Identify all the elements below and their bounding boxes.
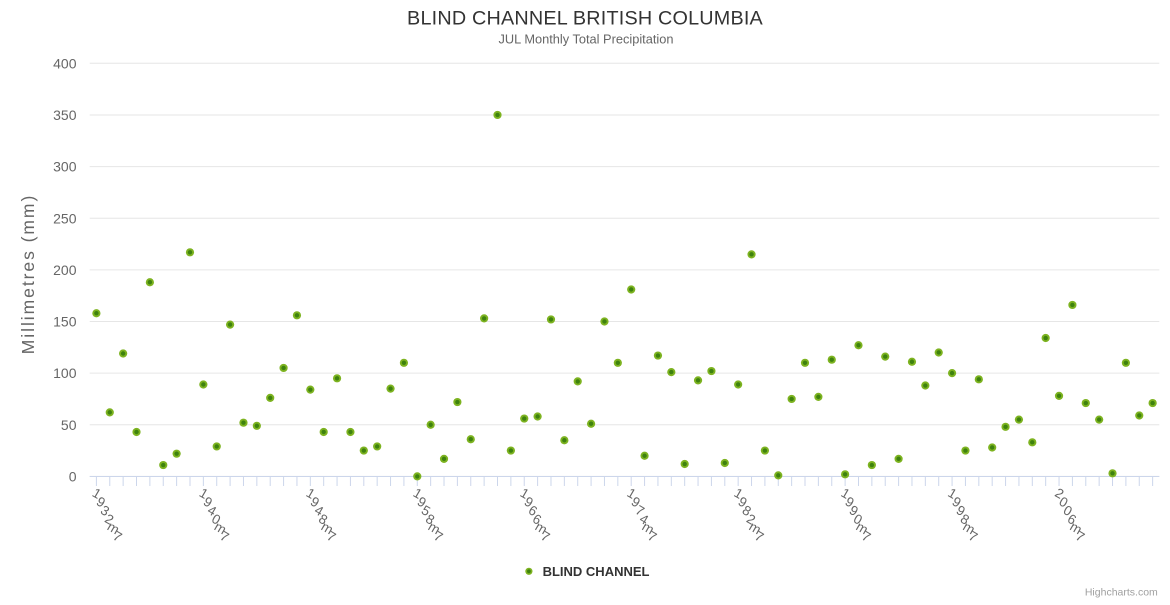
svg-text:400: 400 [53, 55, 77, 71]
svg-text:150: 150 [53, 314, 77, 330]
svg-text:JUL Monthly Total Precipitatio: JUL Monthly Total Precipitation [499, 31, 674, 46]
svg-text:350: 350 [53, 107, 77, 123]
svg-text:Millimetres (mm): Millimetres (mm) [18, 194, 38, 355]
svg-text:Highcharts.com: Highcharts.com [1085, 586, 1158, 598]
svg-text:250: 250 [53, 210, 77, 226]
svg-text:BLIND CHANNEL: BLIND CHANNEL [543, 564, 650, 579]
svg-text:50: 50 [61, 417, 77, 433]
svg-text:BLIND CHANNEL BRITISH COLUMBIA: BLIND CHANNEL BRITISH COLUMBIA [407, 8, 764, 30]
svg-text:100: 100 [53, 365, 77, 381]
svg-text:200: 200 [53, 262, 77, 278]
svg-text:300: 300 [53, 159, 77, 175]
svg-text:0: 0 [69, 469, 77, 485]
